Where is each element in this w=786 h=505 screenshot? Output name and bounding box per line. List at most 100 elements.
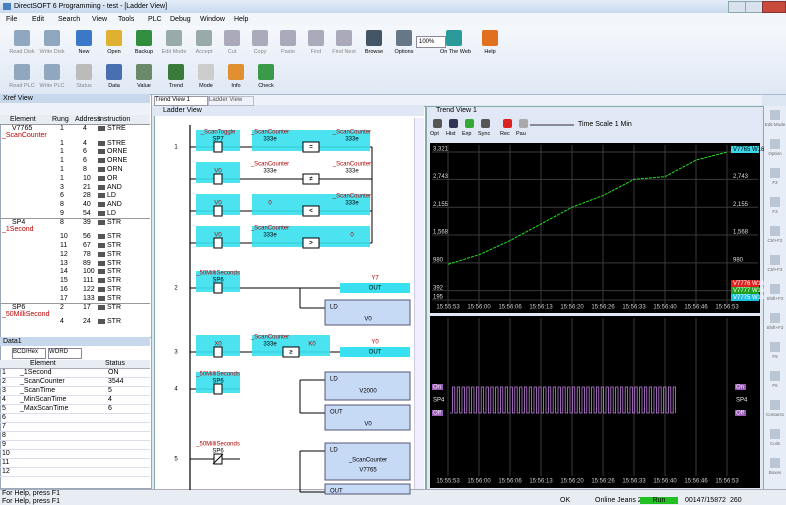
sidebar-label[interactable]: Shift+F2: [766, 296, 784, 301]
sidebar-icon[interactable]: [770, 400, 780, 410]
trend-button-label[interactable]: Exp: [462, 131, 472, 137]
toolbar-label[interactable]: Find Next: [332, 49, 356, 55]
toolbar-label[interactable]: Status: [76, 83, 92, 89]
toolbar-icon[interactable]: [224, 30, 240, 46]
sidebar-label[interactable]: Ctrl+F3: [767, 267, 783, 272]
sidebar-label[interactable]: Option: [768, 151, 782, 156]
toolbar-label[interactable]: Value: [137, 83, 151, 89]
trend-button-label[interactable]: Sync: [478, 131, 491, 137]
toolbar-icon[interactable]: [308, 30, 324, 46]
toolbar-icon[interactable]: [168, 64, 184, 80]
toolbar-label[interactable]: Edit Mode: [161, 49, 187, 55]
menu-item[interactable]: Help: [234, 16, 249, 23]
trend-button-icon[interactable]: [433, 119, 442, 128]
menu-item[interactable]: Window: [200, 16, 225, 23]
sidebar-label[interactable]: F2: [772, 180, 778, 185]
menu-item[interactable]: Edit: [32, 16, 45, 23]
sidebar-icon[interactable]: [770, 168, 780, 178]
toolbar-icon[interactable]: [14, 30, 30, 46]
toolbar-label[interactable]: Paste: [280, 49, 296, 55]
toolbar-icon[interactable]: [166, 30, 182, 46]
toolbar-icon[interactable]: [336, 30, 352, 46]
toolbar-icon[interactable]: [14, 64, 30, 80]
sidebar-icon[interactable]: [770, 226, 780, 236]
sidebar-icon[interactable]: [770, 139, 780, 149]
toolbar-icon[interactable]: [76, 30, 92, 46]
toolbar-icon[interactable]: [252, 30, 268, 46]
toolbar-label[interactable]: Find: [310, 49, 322, 55]
toolbar-label[interactable]: Options: [394, 49, 414, 55]
toolbar-icon[interactable]: [366, 30, 382, 46]
toolbar-icon[interactable]: [196, 30, 212, 46]
toolbar-label[interactable]: Check: [258, 83, 274, 89]
trend-button-icon[interactable]: [481, 119, 490, 128]
toolbar-label[interactable]: Write PLC: [39, 83, 65, 89]
toolbar-icon[interactable]: [482, 30, 498, 46]
sidebar-label[interactable]: Edit Mode: [764, 122, 786, 127]
toolbar-label[interactable]: Help: [484, 49, 496, 55]
toolbar-label[interactable]: Cut: [227, 49, 237, 55]
sidebar-label[interactable]: F3: [772, 209, 778, 214]
sidebar-icon[interactable]: [770, 255, 780, 265]
sidebar-label[interactable]: F6: [772, 383, 778, 388]
toolbar-icon[interactable]: [106, 30, 122, 46]
zoom-combo[interactable]: 100%: [416, 36, 446, 48]
menu-item[interactable]: Search: [58, 16, 81, 23]
sidebar-label[interactable]: Boxes: [768, 470, 782, 475]
sidebar-icon[interactable]: [770, 197, 780, 207]
trend-button-icon[interactable]: [449, 119, 458, 128]
sidebar-icon[interactable]: [770, 313, 780, 323]
toolbar-icon[interactable]: [446, 30, 462, 46]
size-combo[interactable]: WORD: [48, 348, 82, 359]
sidebar-icon[interactable]: [770, 342, 780, 352]
trend-button-label[interactable]: Rec: [500, 131, 510, 137]
toolbar-label[interactable]: Browse: [364, 49, 384, 55]
menu-item[interactable]: Tools: [118, 16, 135, 23]
toolbar-icon[interactable]: [396, 30, 412, 46]
menu-item[interactable]: Debug: [170, 16, 191, 23]
sidebar-icon[interactable]: [770, 458, 780, 468]
sidebar-icon[interactable]: [770, 371, 780, 381]
toolbar-icon[interactable]: [280, 30, 296, 46]
toolbar-icon[interactable]: [106, 64, 122, 80]
menu-item[interactable]: PLC: [148, 16, 162, 23]
trend-button-label[interactable]: Hist: [446, 131, 456, 137]
trend-button-label[interactable]: Opt: [430, 131, 439, 137]
toolbar-label[interactable]: Read PLC: [9, 83, 35, 89]
toolbar-label[interactable]: Backup: [134, 49, 154, 55]
toolbar-icon[interactable]: [136, 64, 152, 80]
minimize-button[interactable]: [728, 1, 746, 13]
toolbar-icon[interactable]: [228, 64, 244, 80]
toolbar-icon[interactable]: [76, 64, 92, 80]
toolbar-label[interactable]: Data: [108, 83, 120, 89]
tab[interactable]: Trend View 1: [154, 96, 208, 106]
menu-item[interactable]: File: [6, 16, 18, 23]
sidebar-label[interactable]: F5: [772, 354, 778, 359]
sidebar-label[interactable]: Shift+F3: [766, 325, 784, 330]
toolbar-label[interactable]: New: [78, 49, 90, 55]
sidebar-label[interactable]: Ctrl+F2: [767, 238, 783, 243]
sidebar-icon[interactable]: [770, 284, 780, 294]
toolbar-label[interactable]: Mode: [199, 83, 213, 89]
sidebar-icon[interactable]: [770, 429, 780, 439]
toolbar-label[interactable]: Write Disk: [39, 49, 65, 55]
tab[interactable]: Ladder View: [208, 96, 254, 106]
toolbar-label[interactable]: On The Web: [440, 49, 471, 55]
sidebar-icon[interactable]: [770, 110, 780, 120]
toolbar-icon[interactable]: [258, 64, 274, 80]
toolbar-label[interactable]: Copy: [253, 49, 267, 55]
toolbar-label[interactable]: Read Disk: [9, 49, 35, 55]
toolbar-icon[interactable]: [44, 64, 60, 80]
maximize-button[interactable]: [745, 1, 763, 13]
trend-button-icon[interactable]: [519, 119, 528, 128]
format-combo[interactable]: BCD/Hex: [12, 348, 46, 359]
toolbar-icon[interactable]: [44, 30, 60, 46]
toolbar-label[interactable]: Trend: [168, 83, 184, 89]
trend-button-label[interactable]: Pau: [516, 131, 526, 137]
toolbar-label[interactable]: Open: [107, 49, 121, 55]
close-button[interactable]: [762, 1, 786, 13]
toolbar-label[interactable]: Accept: [195, 49, 213, 55]
sidebar-label[interactable]: Coils: [769, 441, 780, 446]
sidebar-label[interactable]: Contacts: [766, 412, 784, 417]
trend-button-icon[interactable]: [465, 119, 474, 128]
